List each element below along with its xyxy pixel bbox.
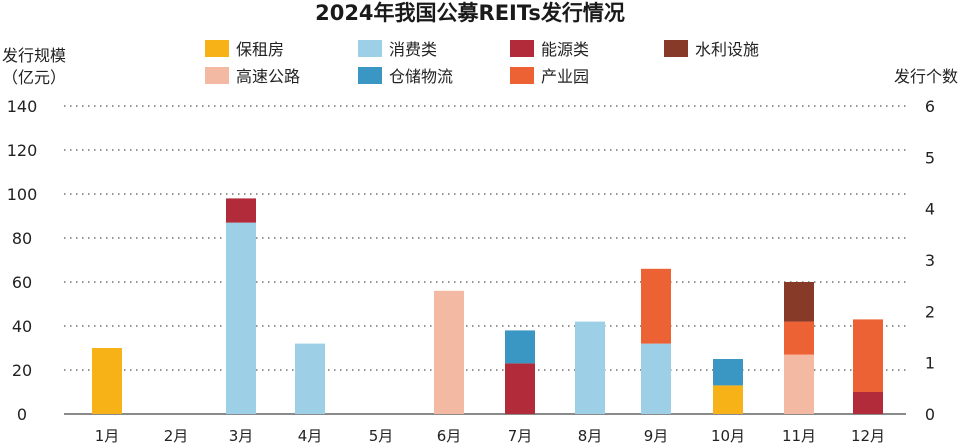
x-category-label: 7月 (508, 427, 533, 444)
x-category-label: 8月 (578, 427, 603, 444)
bar-segment (226, 222, 256, 414)
legend-label: 保租房 (236, 40, 284, 59)
y-left-tick-label: 80 (12, 229, 32, 248)
x-category-label: 6月 (437, 427, 462, 444)
legend-swatch (510, 67, 534, 84)
legend-label: 能源类 (541, 40, 589, 59)
y-left-tick-label: 100 (7, 185, 38, 204)
bar-segment (226, 198, 256, 223)
x-category-label: 11月 (782, 427, 816, 444)
legend-label: 水利设施 (695, 40, 759, 59)
legend-label: 仓储物流 (389, 67, 453, 86)
legend-label: 消费类 (389, 40, 437, 59)
x-category-label: 4月 (298, 427, 323, 444)
chart-title: 2024年我国公募REITs发行情况 (315, 1, 625, 25)
legend-swatch (205, 67, 229, 84)
bar-segment (505, 330, 535, 364)
y-right-tick-label: 4 (925, 200, 935, 219)
y-left-tick-label: 40 (12, 317, 32, 336)
x-category-label: 3月 (229, 427, 254, 444)
x-category-label: 12月 (851, 427, 885, 444)
y-right-tick-label: 2 (925, 302, 935, 321)
legend-swatch (358, 40, 382, 57)
y-right-tick-label: 5 (925, 148, 935, 167)
y-axis-right-ticks: 0 1 2 3 4 5 6 (925, 97, 935, 424)
bar-segment (641, 268, 671, 344)
x-category-label: 10月 (711, 427, 745, 444)
x-category-label: 5月 (369, 427, 394, 444)
y-left-tick-label: 60 (12, 273, 32, 292)
y-left-tick-label: 0 (17, 405, 27, 424)
x-category-label: 2月 (164, 427, 189, 444)
legend-swatch (664, 40, 688, 57)
bars (92, 198, 883, 414)
bar-segment (641, 343, 671, 414)
bar-segment (784, 282, 814, 322)
y-left-tick-label: 140 (7, 97, 38, 116)
legend-swatch (205, 40, 229, 57)
bar-segment (713, 359, 743, 386)
y-right-tick-label: 1 (925, 354, 935, 373)
legend-label: 产业园 (541, 67, 589, 86)
y-right-tick-label: 3 (925, 251, 935, 270)
legend-swatch (510, 40, 534, 57)
bar-segment (784, 354, 814, 414)
bar-segment (713, 385, 743, 414)
y-left-tick-label: 20 (12, 361, 32, 380)
x-category-label: 1月 (95, 427, 120, 444)
y-left-tick-label: 120 (7, 141, 38, 160)
bar-segment (784, 321, 814, 355)
x-axis-categories: 1月 2月 3月 4月 5月 6月 7月 8月 9月 10月 11月 12月 (95, 427, 885, 444)
x-category-label: 9月 (644, 427, 669, 444)
bar-segment (575, 321, 605, 414)
legend-swatch (358, 67, 382, 84)
bar-segment (92, 348, 122, 414)
y-right-tick-label: 0 (925, 405, 935, 424)
bar-segment (295, 343, 325, 414)
y-right-tick-label: 6 (925, 97, 935, 116)
bar-segment (434, 290, 464, 414)
y-axis-left-label-line1: 发行规模 (2, 46, 66, 65)
y-axis-left-ticks: 0 20 40 60 80 100 120 140 (7, 97, 38, 424)
gridlines (64, 105, 906, 415)
y-axis-right-label: 发行个数 (894, 67, 958, 86)
bar-segment (505, 363, 535, 414)
bar-segment (853, 392, 883, 414)
y-axis-left-label-line2: （亿元） (2, 68, 66, 87)
bar-segment (853, 319, 883, 392)
legend-label: 高速公路 (236, 67, 300, 86)
